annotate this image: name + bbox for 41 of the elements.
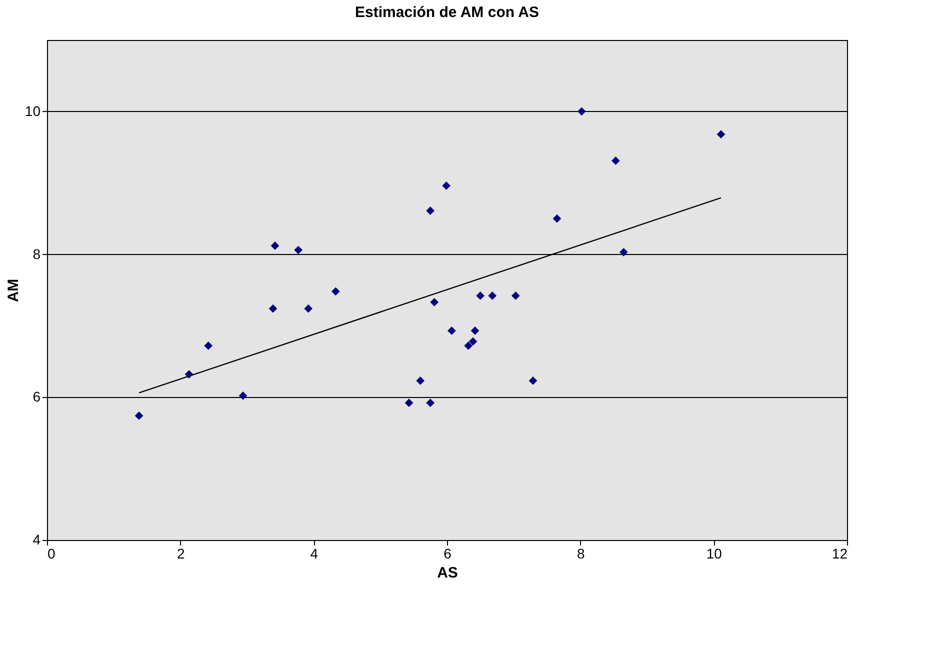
- point: [426, 206, 435, 215]
- point: [268, 304, 278, 313]
- x-tick-label: 6: [444, 546, 452, 562]
- chart-title: Estimación de AM con AS: [355, 4, 539, 21]
- x-tick-label: 2: [176, 546, 185, 562]
- x-tick-label: 0: [48, 546, 56, 562]
- point: [238, 392, 248, 400]
- point: [294, 246, 303, 254]
- point: [447, 326, 456, 335]
- point: [619, 248, 628, 256]
- point: [468, 337, 478, 346]
- point: [511, 292, 520, 300]
- x-tick-label: 8: [576, 546, 585, 562]
- point: [304, 304, 313, 313]
- x-tick-label: 10: [706, 546, 722, 562]
- point: [488, 292, 497, 300]
- point: [552, 214, 562, 223]
- y-tick-label: 4: [32, 532, 41, 548]
- point: [416, 376, 425, 385]
- x-tick-label: 4: [310, 546, 318, 562]
- point: [716, 130, 726, 138]
- x-axis-title: AS: [437, 564, 458, 582]
- y-tick-label: 10: [24, 102, 41, 119]
- y-axis-title: AM: [4, 278, 22, 302]
- point: [470, 326, 480, 335]
- point: [611, 156, 620, 165]
- point: [204, 342, 213, 350]
- point: [528, 376, 538, 385]
- point: [464, 342, 473, 350]
- point: [270, 242, 280, 250]
- point: [426, 398, 435, 408]
- point: [430, 298, 439, 306]
- point: [442, 182, 451, 190]
- point: [404, 398, 414, 408]
- point: [476, 292, 485, 300]
- point: [331, 287, 340, 296]
- point: [577, 107, 586, 116]
- point: [134, 412, 144, 420]
- y-tick-label: 8: [32, 246, 41, 262]
- x-tick-label: 12: [832, 546, 848, 562]
- y-tick-label: 6: [32, 388, 41, 405]
